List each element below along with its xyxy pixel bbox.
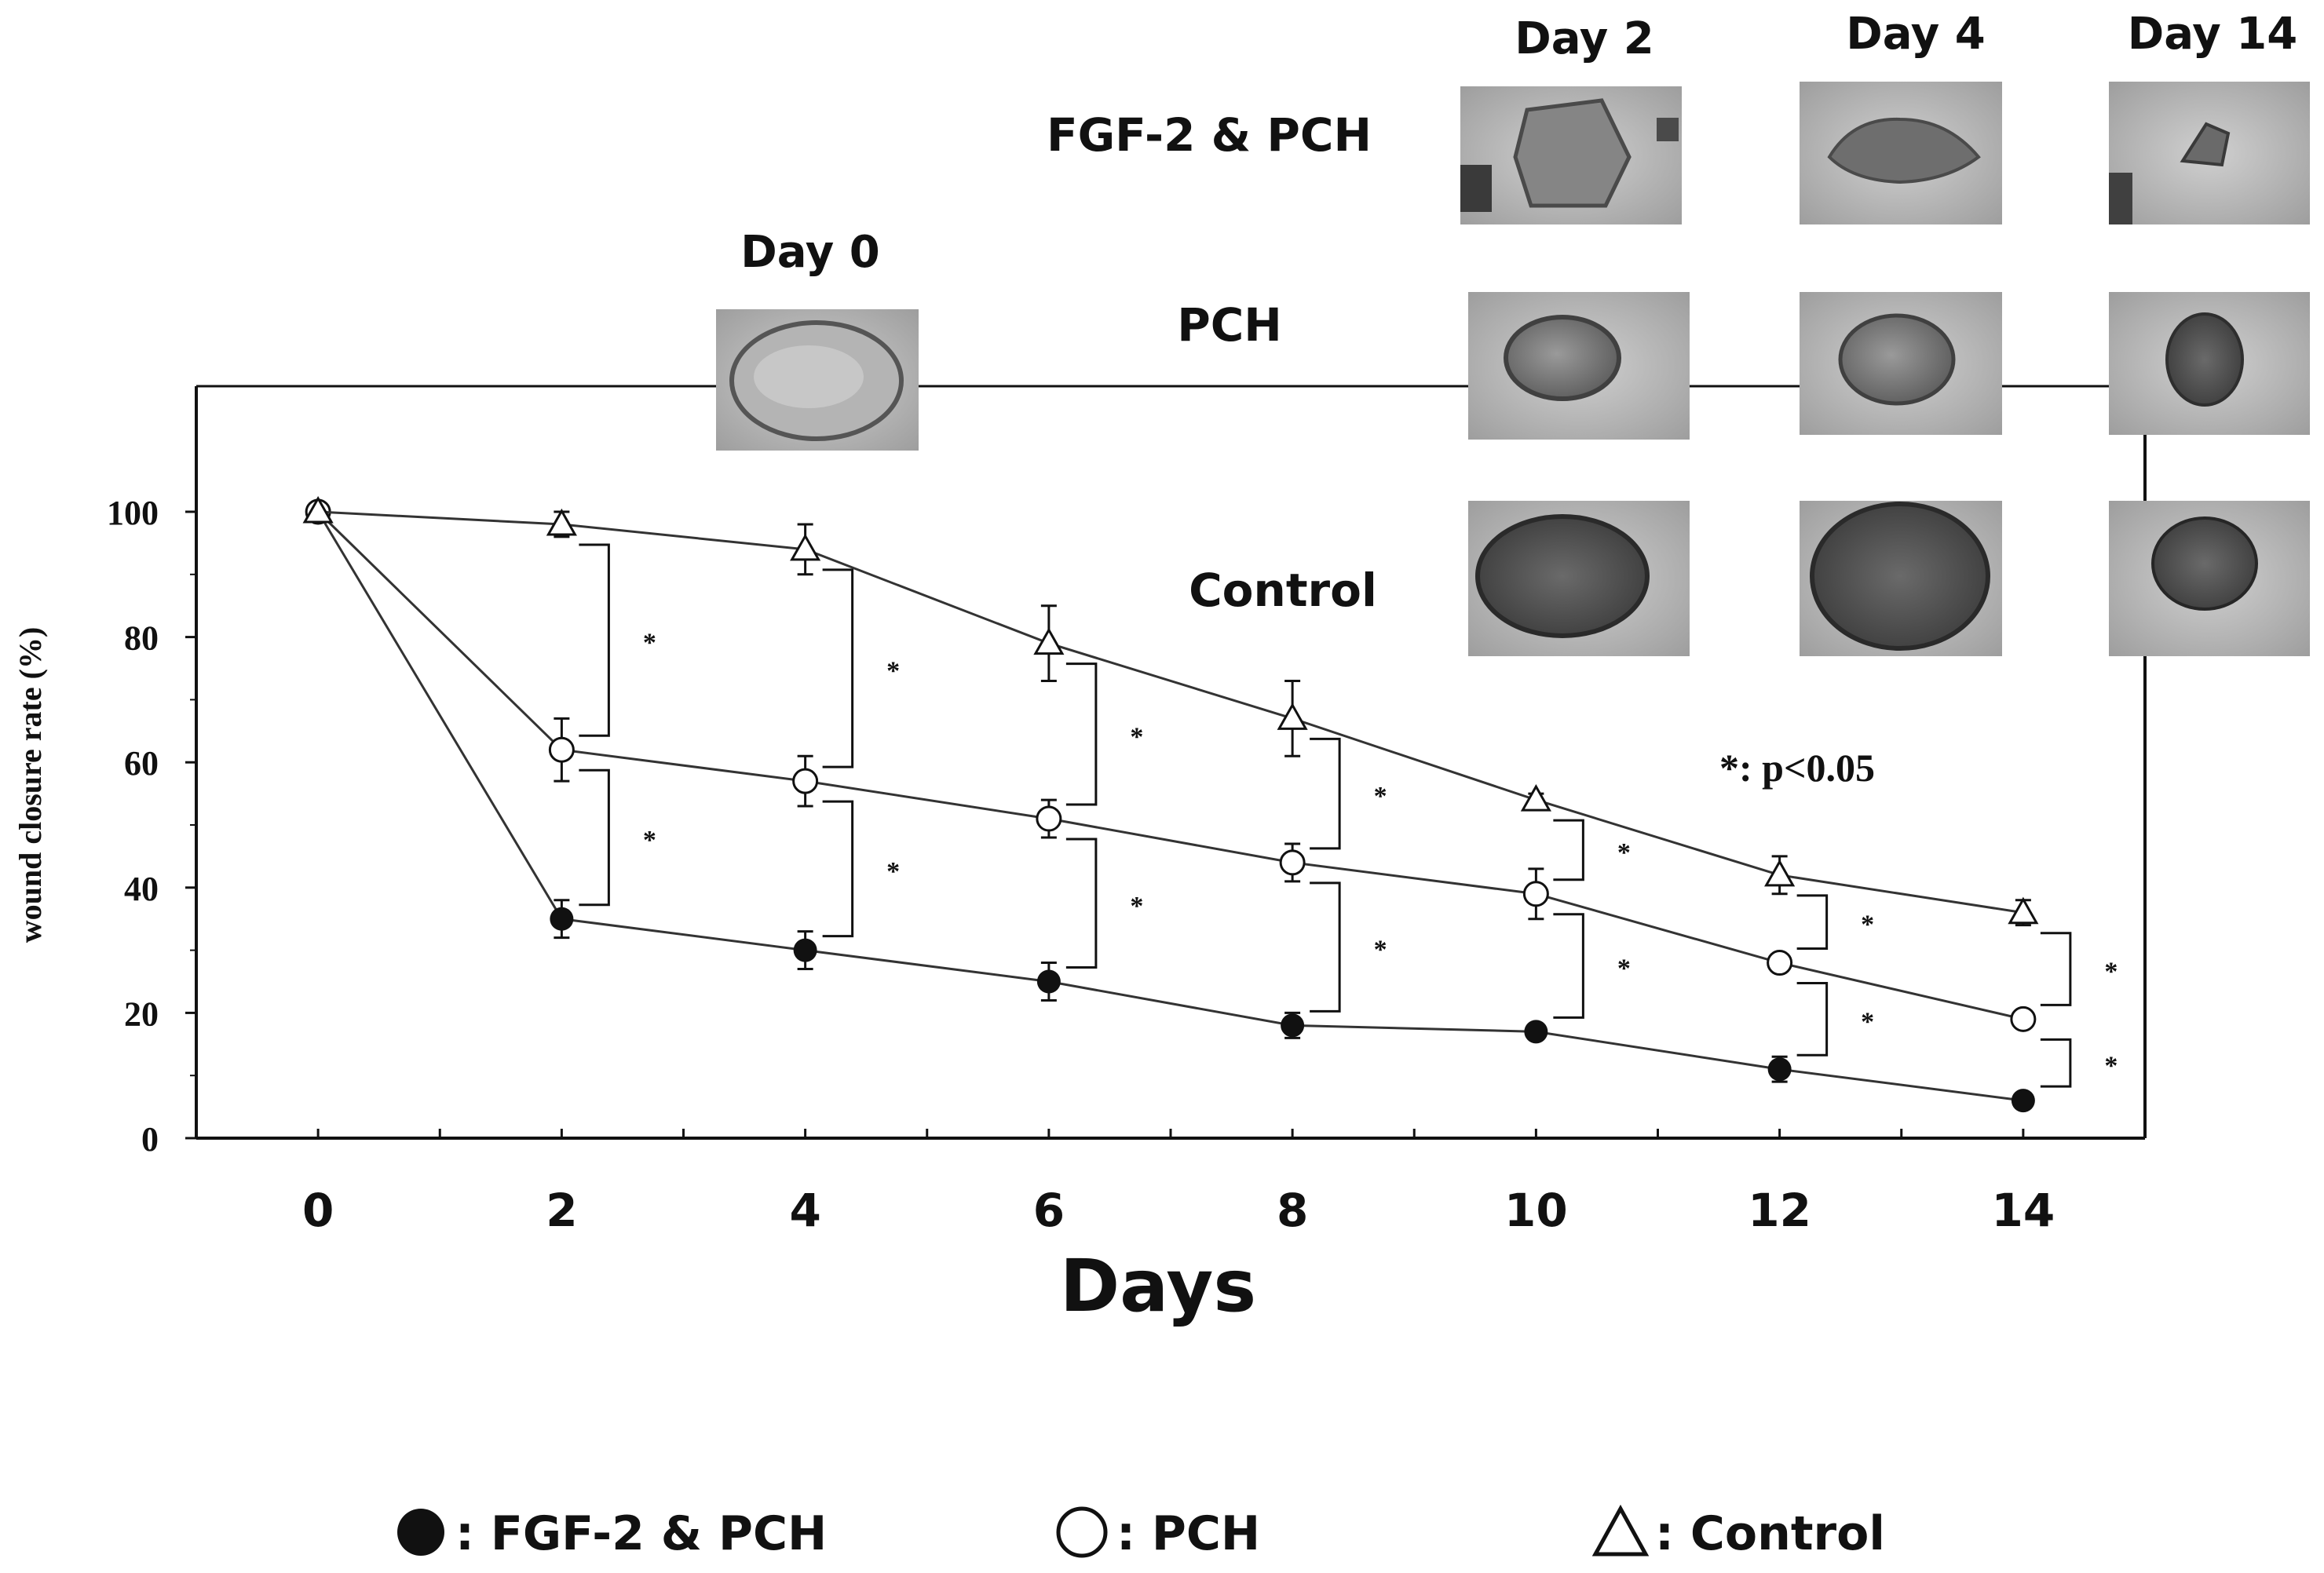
x-tick-label: 4 (789, 1184, 820, 1237)
significance-asterisk: * (1374, 782, 1387, 811)
label-day-14: Day 14 (2128, 9, 2297, 60)
significance-asterisk: * (643, 629, 656, 658)
point-pch (1279, 849, 1306, 876)
series-line-fgf2-pch (316, 511, 2024, 1102)
photo-day0 (716, 309, 919, 451)
row-label-control: Control (1189, 564, 1377, 617)
x-tick-label: 6 (1033, 1184, 1065, 1237)
data-series (302, 495, 2039, 1113)
significance-asterisk: * (643, 826, 656, 855)
legend-label-control: : Control (1655, 1506, 1885, 1561)
tick-labels: 0 2 4 6 8 10 12 14 0 20 40 60 80 100 (107, 494, 2147, 1237)
photo-control-day2 (1468, 501, 1690, 656)
point-control (790, 533, 821, 561)
significance-bracket (1310, 737, 1341, 850)
point-fgf2-pch (1524, 1020, 1548, 1044)
point-fgf2-pch (793, 938, 817, 962)
significance-asterisk: * (1861, 1007, 1874, 1036)
significance-asterisk: * (1374, 936, 1387, 965)
row-label-fgf2-pch: FGF-2 & PCH (1047, 108, 1372, 162)
significance-asterisk: * (1130, 892, 1143, 921)
point-control (1277, 703, 1308, 730)
significance-note: *: p<0.05 (1719, 746, 1875, 790)
x-tick-label: 2 (546, 1184, 577, 1237)
significance-bracket (1065, 662, 1098, 806)
y-tick-label: 60 (124, 744, 159, 783)
legend-marker-fgf2-pch (397, 1509, 444, 1556)
x-tick-label: 12 (1748, 1184, 1811, 1237)
point-pch (1522, 881, 1549, 907)
legend-label-pch: : PCH (1116, 1506, 1260, 1561)
point-control (302, 495, 334, 524)
significance-bracket (1796, 982, 1829, 1057)
significance-asterisk: * (1617, 954, 1631, 984)
point-fgf2-pch (1767, 1057, 1792, 1082)
x-tick-label: 10 (1504, 1184, 1568, 1237)
photo-control-day14 (2109, 501, 2310, 656)
significance-asterisk: * (2104, 1051, 2118, 1080)
point-control (546, 508, 577, 536)
significance-bracket (1553, 913, 1584, 1019)
photo-pch-day14 (2109, 292, 2310, 435)
x-tick-label: 8 (1277, 1184, 1308, 1237)
legend-marker-control (1591, 1504, 1650, 1557)
significance-asterisk: * (2104, 958, 2118, 987)
y-tick-label: 100 (107, 494, 159, 532)
series-line-pch (317, 510, 2024, 1020)
point-fgf2-pch (550, 907, 574, 931)
significance-bracket (1065, 838, 1098, 969)
photo-pch-day4 (1800, 292, 2002, 435)
label-day-0: Day 0 (740, 227, 880, 278)
significance-bracket (1553, 819, 1584, 881)
label-day-2: Day 2 (1515, 13, 1654, 64)
point-fgf2-pch (2011, 1089, 2035, 1113)
significance-asterisk: * (1861, 911, 1874, 940)
significance-bracket (822, 568, 854, 768)
significance-bracket (2040, 932, 2072, 1006)
x-axis-title: Days (1060, 1244, 1256, 1328)
point-pch (1767, 950, 1793, 976)
significance-bracket (1310, 881, 1341, 1013)
legend-label-fgf2-pch: : FGF-2 & PCH (455, 1506, 827, 1561)
row-label-pch: PCH (1177, 298, 1282, 352)
photo-fgf2-day4 (1800, 82, 2002, 224)
y-tick-label: 40 (124, 870, 159, 908)
significance-asterisk: * (1130, 722, 1143, 751)
significance-bracket (1796, 894, 1829, 951)
point-control (1520, 784, 1551, 812)
point-control (1764, 859, 1796, 887)
photo-fgf2-day14 (2109, 82, 2310, 224)
significance-brackets: * * * * * * * * * * * * * * (579, 543, 2118, 1088)
significance-asterisk: * (886, 857, 900, 886)
point-pch (792, 768, 819, 794)
significance-bracket (822, 800, 854, 938)
x-tick-label: 14 (1992, 1184, 2055, 1237)
point-control (2008, 896, 2039, 925)
point-fgf2-pch (1036, 969, 1061, 994)
point-control (1033, 627, 1065, 655)
y-tick-label: 80 (124, 619, 159, 658)
photo-control-day4 (1800, 501, 2002, 656)
series-line-control (318, 510, 2024, 914)
point-pch (548, 736, 575, 763)
y-axis-title: wound closure rate (%) (13, 627, 48, 943)
point-pch (1036, 805, 1062, 832)
photo-fgf2-day2 (1460, 86, 1682, 224)
significance-asterisk: * (1617, 838, 1631, 867)
significance-asterisk: * (886, 657, 900, 686)
legend-marker-pch (1056, 1506, 1108, 1558)
x-tick-label: 0 (302, 1184, 334, 1237)
label-day-4: Day 4 (1846, 9, 1986, 60)
point-pch (2010, 1005, 2037, 1032)
legend: : FGF-2 & PCH : PCH : Control (397, 1504, 1885, 1561)
y-tick-label: 0 (141, 1120, 159, 1159)
significance-bracket (579, 543, 610, 737)
photo-pch-day2 (1468, 292, 1690, 440)
significance-bracket (2040, 1038, 2072, 1088)
y-tick-label: 20 (124, 995, 159, 1033)
point-fgf2-pch (1281, 1013, 1305, 1038)
significance-bracket (579, 768, 610, 907)
wound-photo-panel: Day 0 Day 2 Day 4 Day 14 FGF-2 & PCH PCH… (716, 9, 2310, 656)
